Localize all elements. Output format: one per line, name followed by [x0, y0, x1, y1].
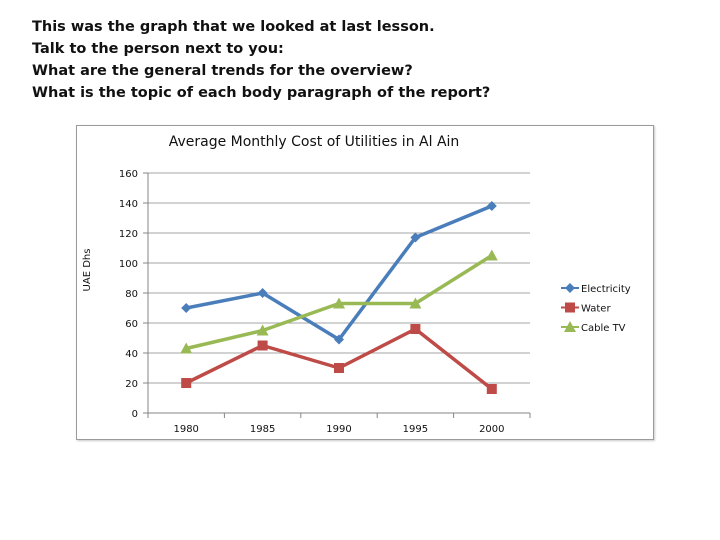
y-tick-label: 60: [125, 319, 138, 330]
legend: Electricity Water Cable TV: [561, 283, 631, 334]
water-point: [257, 340, 268, 351]
x-tick-label: 1990: [326, 424, 351, 435]
x-tick-labels: 1980 1985 1990 1995 2000: [173, 424, 504, 435]
x-tick-label: 2000: [479, 424, 504, 435]
chart-title: Average Monthly Cost of Utilities in Al …: [169, 134, 460, 150]
cable-tv-point: [180, 342, 193, 354]
water-point: [334, 363, 344, 373]
legend-item-electricity: Electricity: [561, 283, 631, 295]
y-tick-label: 160: [119, 169, 138, 180]
y-tick-label: 100: [119, 259, 138, 270]
water-point: [181, 378, 192, 388]
prompt-line-2: Talk to the person next to you:: [32, 41, 284, 57]
cable-tv-point: [409, 297, 422, 309]
legend-marker: [565, 302, 575, 313]
prompt-line-4: What is the topic of each body paragraph…: [32, 85, 491, 101]
y-tick-labels: 0 20 40 60 80 100 120 140 160: [119, 169, 138, 420]
cable-tv-point: [256, 324, 269, 336]
prompt-line-3: What are the general trends for the over…: [32, 63, 413, 79]
chart-frame: [76, 125, 654, 440]
series-lines: [180, 201, 498, 394]
series-water: [181, 324, 497, 394]
y-tick-label: 80: [125, 289, 138, 300]
legend-marker: [565, 283, 575, 293]
legend-item-water: Water: [561, 302, 611, 315]
gridlines: [148, 172, 530, 384]
electricity-point: [486, 201, 497, 211]
cable-tv-point: [485, 249, 498, 261]
series-electricity: [181, 201, 497, 345]
legend-label: Cable TV: [581, 323, 626, 334]
prompt-line-1: This was the graph that we looked at las…: [32, 19, 435, 35]
water-point: [410, 324, 421, 334]
y-tick-label: 20: [125, 379, 138, 390]
electricity-point: [257, 288, 268, 298]
x-tick-label: 1985: [250, 424, 275, 435]
legend-marker: [564, 321, 576, 332]
y-axis-label: UAE Dhs: [82, 249, 93, 292]
x-tick-label: 1995: [403, 424, 428, 435]
electricity-point: [410, 232, 421, 243]
legend-label: Electricity: [581, 284, 631, 295]
x-tick-label: 1980: [173, 424, 198, 435]
water-point: [486, 384, 497, 394]
series-cable-tv: [180, 249, 498, 354]
y-tick-label: 40: [125, 349, 138, 360]
y-tick-label: 120: [119, 229, 138, 240]
electricity-point: [334, 334, 344, 345]
legend-label: Water: [581, 304, 611, 315]
electricity-line: [185, 204, 493, 342]
cable-tv-point: [333, 297, 345, 309]
y-tick-label: 0: [132, 409, 138, 420]
y-tick-label: 140: [119, 199, 138, 210]
prompt-text: This was the graph that we looked at las…: [32, 16, 692, 104]
electricity-point: [181, 303, 192, 313]
axes: [143, 172, 531, 418]
legend-item-cable-tv: Cable TV: [561, 321, 626, 334]
